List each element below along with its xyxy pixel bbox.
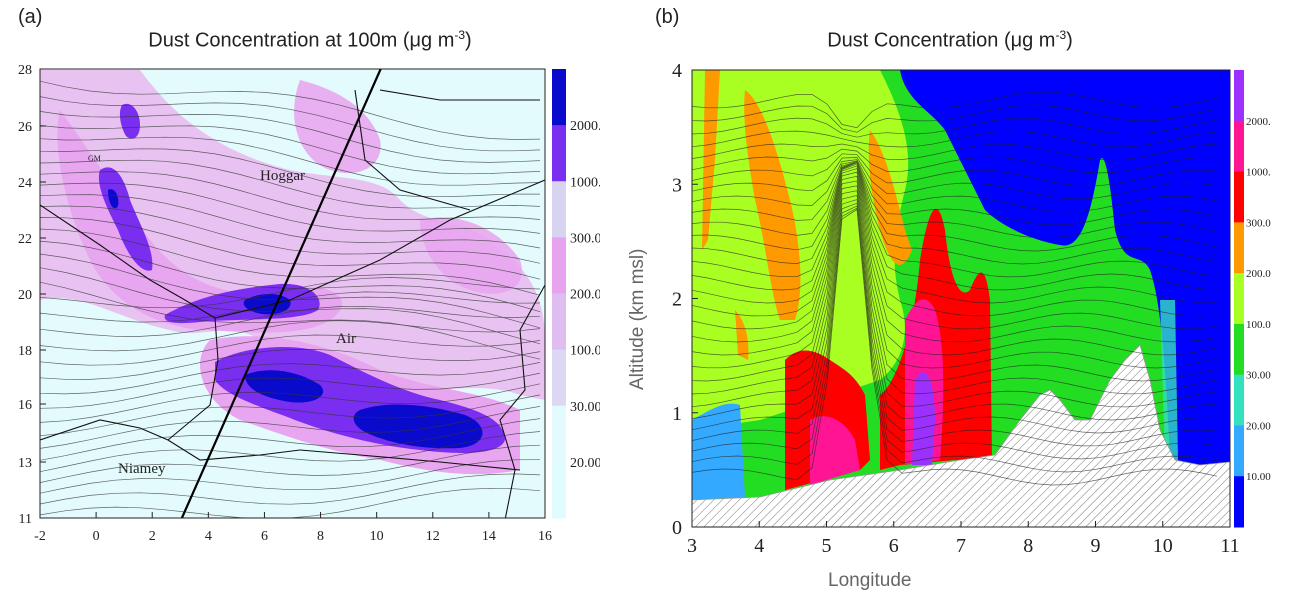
colorbar-label: 200.0 (570, 288, 600, 303)
colorbar-swatch (552, 181, 566, 238)
streamline (40, 394, 541, 437)
x-tick-label: 4 (205, 529, 212, 544)
streamline (40, 320, 541, 352)
x-tick-label: 10 (370, 529, 384, 544)
dust-region-2000c (353, 404, 483, 449)
colorbar-swatch (552, 293, 566, 351)
dust-region-2000d (108, 189, 119, 209)
y-tick-label: 11 (19, 512, 32, 527)
streamline (40, 406, 541, 449)
streamline (40, 156, 541, 209)
colorbar-swatch (552, 349, 566, 407)
colorbar-label: 2000. (570, 119, 600, 134)
x-tick-label: 16 (538, 529, 552, 544)
streamline (40, 75, 541, 140)
colorbar-swatch (552, 461, 566, 519)
dust-region-1000b (119, 103, 140, 139)
y-tick-label: 16 (18, 398, 32, 413)
panel-b-title: Dust Concentration (μg m-3) (827, 28, 1073, 52)
streamline (40, 182, 541, 234)
streamline (40, 88, 541, 152)
colorbar-label: 100.0 (570, 344, 600, 359)
dust-region-east (420, 217, 522, 294)
y-tick-label: 24 (18, 176, 32, 191)
streamline (40, 431, 541, 473)
y-tick-label: 22 (18, 232, 32, 247)
x-tick-label: 0 (93, 529, 100, 544)
x-tick-label: 6 (261, 529, 268, 544)
streamline (40, 487, 541, 518)
x-tick-label: 14 (482, 529, 496, 544)
streamline (40, 459, 541, 494)
colorbar-label: 30.00 (570, 400, 600, 415)
dust-region-hoggar (294, 80, 381, 174)
y-tick-label: 20 (18, 288, 32, 303)
streamline (40, 217, 541, 280)
colorbar-swatch (552, 69, 566, 126)
dust-region-200 (57, 110, 343, 333)
colorbar-swatch (552, 405, 566, 463)
country-borders (40, 89, 545, 518)
y-tick-label: 13 (18, 456, 32, 471)
colorbar-swatch (552, 125, 566, 182)
streamline (40, 334, 541, 366)
streamline (40, 281, 541, 360)
streamline (40, 267, 541, 345)
y-tick-label: 28 (18, 63, 32, 78)
x-tick-label: 2 (149, 529, 156, 544)
streamline (40, 444, 541, 483)
panel-b-cross-section (600, 0, 1294, 596)
streamline (40, 194, 541, 249)
streamline (40, 115, 541, 175)
panel-b-letter: (b) (655, 6, 680, 28)
streamline (40, 142, 540, 198)
colorbar-label: 1000. (570, 175, 600, 190)
streamline (40, 372, 541, 409)
x-tick-label: -2 (34, 529, 46, 544)
streamline (40, 102, 541, 163)
colorbar-label: 300.0 (570, 231, 600, 246)
streamline (40, 349, 541, 380)
place-label-air: Air (336, 331, 356, 347)
colorbar-swatch (552, 237, 566, 294)
panel-a-title: Dust Concentration at 100m (μg m-3) (148, 28, 472, 52)
cross-section-line (180, 68, 382, 519)
y-tick-label: 26 (18, 120, 32, 135)
panel-a-map: GM Hoggar Air Niamey -2 0 2 4 6 8 10 12 14 161113… (18, 63, 600, 544)
streamlines (40, 75, 541, 518)
x-tick-label: 8 (317, 529, 324, 544)
streamline (40, 305, 541, 337)
place-label-gm: GM (88, 154, 101, 163)
panel-a-colorbar: 2000. 1000. 300.0 200.0 100.0 30.00 20.00 (552, 69, 600, 519)
streamline (40, 129, 541, 186)
streamline (40, 383, 541, 423)
panel-a-letter: (a) (18, 6, 43, 28)
x-tick-label: 12 (426, 529, 440, 544)
place-label-hoggar: Hoggar (260, 168, 305, 184)
y-tick-label: 18 (18, 344, 32, 359)
streamline (40, 418, 541, 461)
place-label-niamey: Niamey (118, 461, 166, 477)
streamline (40, 228, 541, 296)
streamline (40, 240, 541, 313)
streamline (40, 473, 541, 507)
streamline (40, 169, 541, 220)
colorbar-label: 20.00 (570, 456, 600, 471)
streamline (40, 205, 541, 264)
streamline (40, 362, 541, 395)
streamline (40, 277, 541, 309)
